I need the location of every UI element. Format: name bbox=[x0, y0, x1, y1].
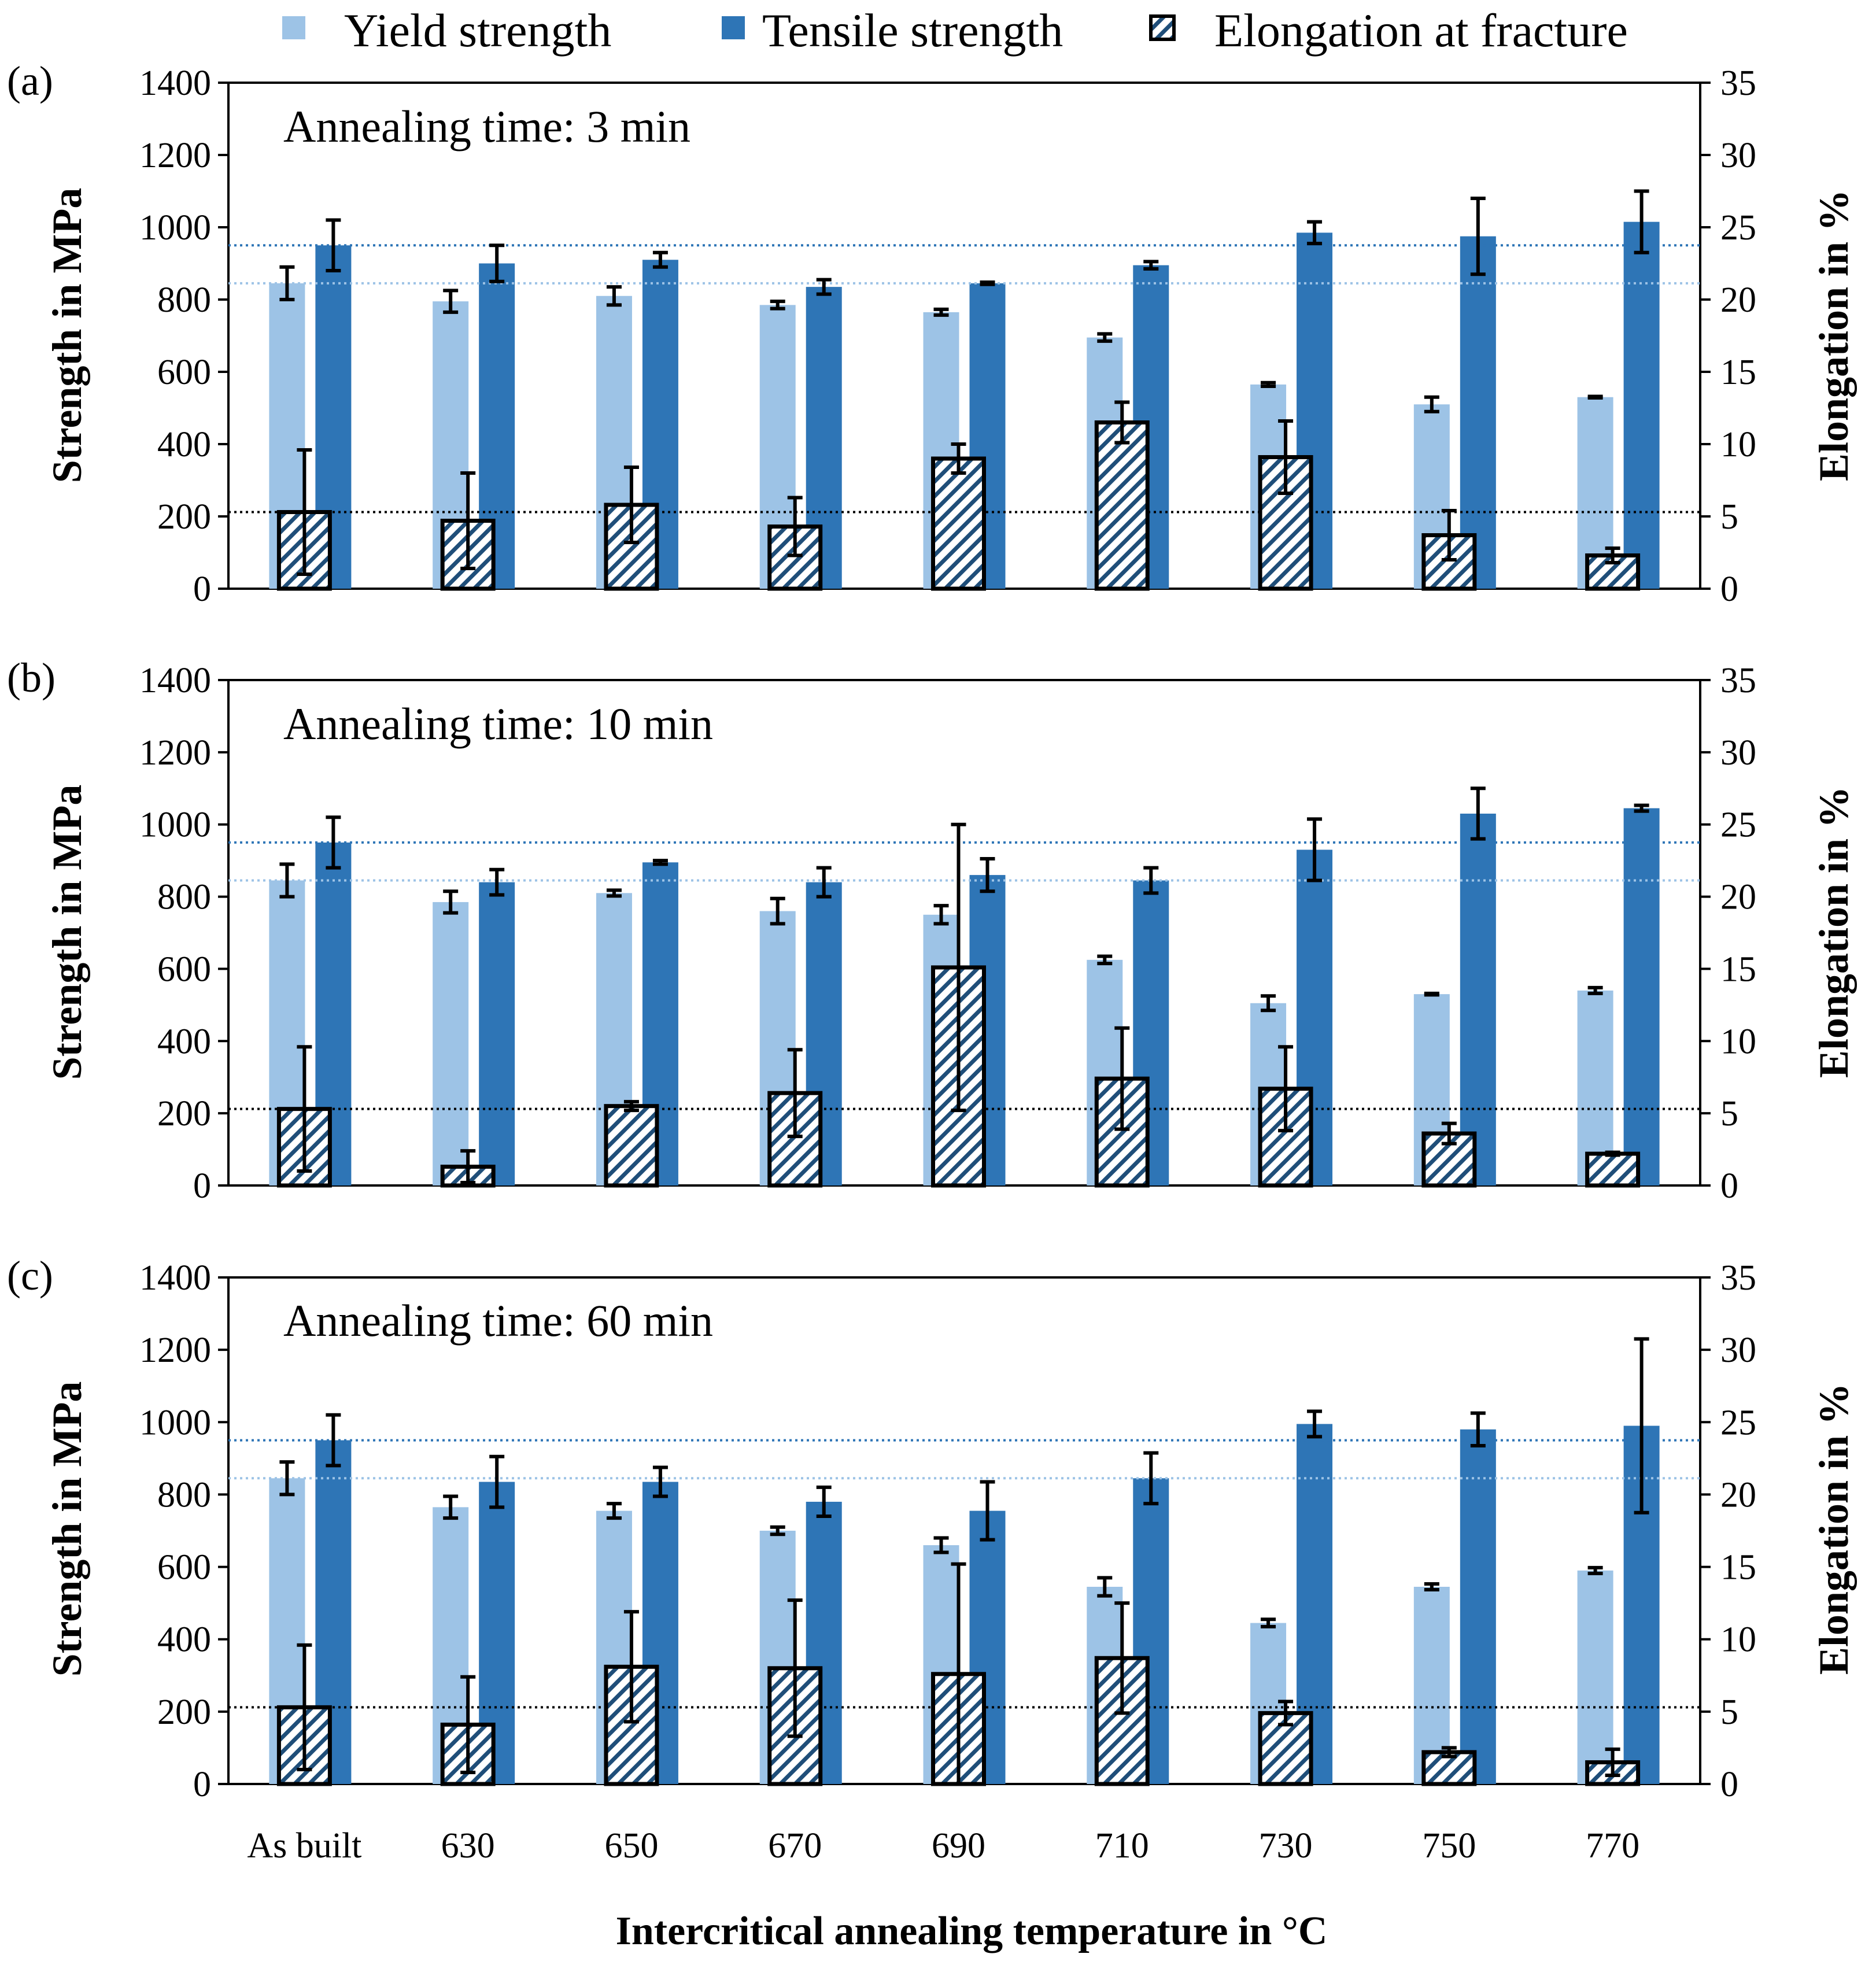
y-axis-left-title: Strength in MPa bbox=[44, 785, 90, 1080]
y-tick-right-label: 25 bbox=[1720, 1403, 1756, 1442]
y-tick-right-label: 20 bbox=[1720, 1475, 1756, 1515]
bar-yield bbox=[1577, 1570, 1613, 1784]
y-tick-right-label: 20 bbox=[1720, 280, 1756, 320]
legend-swatch-elongation bbox=[1149, 14, 1176, 41]
y-tick-left-label: 1200 bbox=[139, 1331, 211, 1370]
y-axis-right-title: Elongation in % bbox=[1811, 1383, 1857, 1675]
bar-tensile bbox=[1460, 813, 1496, 1185]
y-tick-left-label: 1400 bbox=[139, 661, 211, 700]
x-axis-title: Intercritical annealing temperature in °… bbox=[616, 1909, 1328, 1953]
panel-tag: (c) bbox=[7, 1253, 53, 1299]
y-tick-left-label: 1000 bbox=[139, 208, 211, 248]
y-tick-right-label: 30 bbox=[1720, 733, 1756, 773]
y-tick-left-label: 1000 bbox=[139, 1403, 211, 1442]
y-tick-left-label: 800 bbox=[157, 878, 211, 917]
panel-c: (c) Annealing time: 60 min Strength in M… bbox=[7, 1253, 1857, 1804]
legend-label-elongation: Elongation at fracture bbox=[1214, 4, 1628, 57]
y-tick-right-label: 35 bbox=[1720, 64, 1756, 103]
panel-a: (a) Annealing time: 3 min Strength in MP… bbox=[7, 58, 1857, 609]
y-tick-right-label: 0 bbox=[1720, 570, 1738, 609]
panel-b: (b) Annealing time: 10 min Strength in M… bbox=[7, 655, 1857, 1206]
y-tick-left-label: 0 bbox=[193, 570, 211, 609]
x-tick-label: 650 bbox=[604, 1826, 658, 1866]
bar-tensile bbox=[1623, 221, 1660, 589]
legend-label-tensile: Tensile strength bbox=[762, 4, 1063, 57]
bar-tensile bbox=[1623, 808, 1660, 1185]
y-tick-right-label: 30 bbox=[1720, 136, 1756, 175]
bar-elongation bbox=[1094, 420, 1150, 591]
x-tick-label: As built bbox=[247, 1826, 361, 1866]
y-axis-left-title: Strength in MPa bbox=[44, 188, 90, 483]
x-tick-label: 750 bbox=[1422, 1826, 1476, 1866]
y-tick-left-label: 1400 bbox=[139, 64, 211, 103]
y-tick-right-label: 25 bbox=[1720, 806, 1756, 845]
y-tick-right-label: 5 bbox=[1720, 1094, 1738, 1133]
panel-annotation: Annealing time: 3 min bbox=[283, 101, 690, 152]
y-tick-right-label: 10 bbox=[1720, 1620, 1756, 1660]
y-tick-left-label: 0 bbox=[193, 1166, 211, 1206]
x-axis-categories: As built 630 650 670 690 710 730 750 770 bbox=[247, 1826, 1639, 1866]
y-tick-left-label: 400 bbox=[157, 1620, 211, 1660]
legend-swatch-tensile bbox=[722, 16, 745, 39]
bar-tensile bbox=[1460, 236, 1496, 589]
y-tick-left-label: 800 bbox=[157, 280, 211, 320]
x-tick-label: 670 bbox=[768, 1826, 822, 1866]
y-tick-right-label: 10 bbox=[1720, 1022, 1756, 1061]
y-tick-left-label: 0 bbox=[193, 1765, 211, 1804]
y-tick-left-label: 200 bbox=[157, 1693, 211, 1732]
bar-yield bbox=[433, 902, 469, 1185]
y-tick-right-label: 0 bbox=[1720, 1765, 1738, 1804]
panel-annotation: Annealing time: 10 min bbox=[283, 699, 713, 749]
y-tick-right-label: 5 bbox=[1720, 497, 1738, 537]
y-tick-right-label: 35 bbox=[1720, 1258, 1756, 1298]
x-tick-label: 690 bbox=[932, 1826, 985, 1866]
y-tick-left-label: 400 bbox=[157, 425, 211, 464]
y-tick-right-label: 15 bbox=[1720, 353, 1756, 392]
y-tick-left-label: 200 bbox=[157, 1094, 211, 1133]
panel-tag: (a) bbox=[7, 58, 53, 104]
x-tick-label: 630 bbox=[441, 1826, 495, 1866]
y-tick-right-label: 25 bbox=[1720, 208, 1756, 248]
bar-elongation bbox=[931, 456, 986, 591]
bar-tensile bbox=[1460, 1429, 1496, 1784]
legend: Yield strength Tensile strength Elongati… bbox=[282, 4, 1628, 57]
y-tick-right-label: 0 bbox=[1720, 1166, 1738, 1206]
panel-annotation: Annealing time: 60 min bbox=[283, 1295, 713, 1346]
y-tick-left-label: 1200 bbox=[139, 733, 211, 773]
y-tick-right-label: 20 bbox=[1720, 878, 1756, 917]
legend-swatch-yield bbox=[282, 16, 305, 39]
plot-area: 0 200 400 600 800 1000 1200 1400 0 5 10 15 20 25 30 35 bbox=[139, 1258, 1756, 1804]
y-axis-left-title: Strength in MPa bbox=[44, 1382, 90, 1677]
y-tick-left-label: 400 bbox=[157, 1022, 211, 1061]
y-tick-right-label: 35 bbox=[1720, 661, 1756, 700]
bar-elongation bbox=[604, 1104, 659, 1188]
y-tick-left-label: 600 bbox=[157, 1548, 211, 1587]
y-tick-right-label: 15 bbox=[1720, 950, 1756, 989]
x-tick-label: 730 bbox=[1259, 1826, 1313, 1866]
y-tick-right-label: 30 bbox=[1720, 1331, 1756, 1370]
bar-elongation bbox=[1585, 1151, 1641, 1188]
y-tick-left-label: 1000 bbox=[139, 806, 211, 845]
panel-tag: (b) bbox=[7, 655, 56, 701]
y-tick-left-label: 200 bbox=[157, 497, 211, 537]
y-tick-left-label: 1400 bbox=[139, 1258, 211, 1298]
plot-area: 0 200 400 600 800 1000 1200 1400 0 5 10 15 20 25 30 35 bbox=[139, 661, 1756, 1206]
plot-area: 0 200 400 600 800 1000 1200 1400 0 5 10 15 20 25 30 35 bbox=[139, 64, 1756, 609]
y-tick-right-label: 10 bbox=[1720, 425, 1756, 464]
legend-label-yield: Yield strength bbox=[344, 4, 611, 57]
y-tick-left-label: 1200 bbox=[139, 136, 211, 175]
x-tick-label: 710 bbox=[1095, 1826, 1149, 1866]
x-tick-label: 770 bbox=[1586, 1826, 1639, 1866]
y-axis-right-title: Elongation in % bbox=[1811, 786, 1857, 1078]
y-tick-left-label: 600 bbox=[157, 950, 211, 989]
y-tick-right-label: 5 bbox=[1720, 1693, 1738, 1732]
y-tick-left-label: 800 bbox=[157, 1475, 211, 1515]
y-tick-left-label: 600 bbox=[157, 353, 211, 392]
bar-tensile bbox=[479, 882, 515, 1185]
y-tick-right-label: 15 bbox=[1720, 1548, 1756, 1587]
y-axis-right-title: Elongation in % bbox=[1811, 190, 1857, 481]
